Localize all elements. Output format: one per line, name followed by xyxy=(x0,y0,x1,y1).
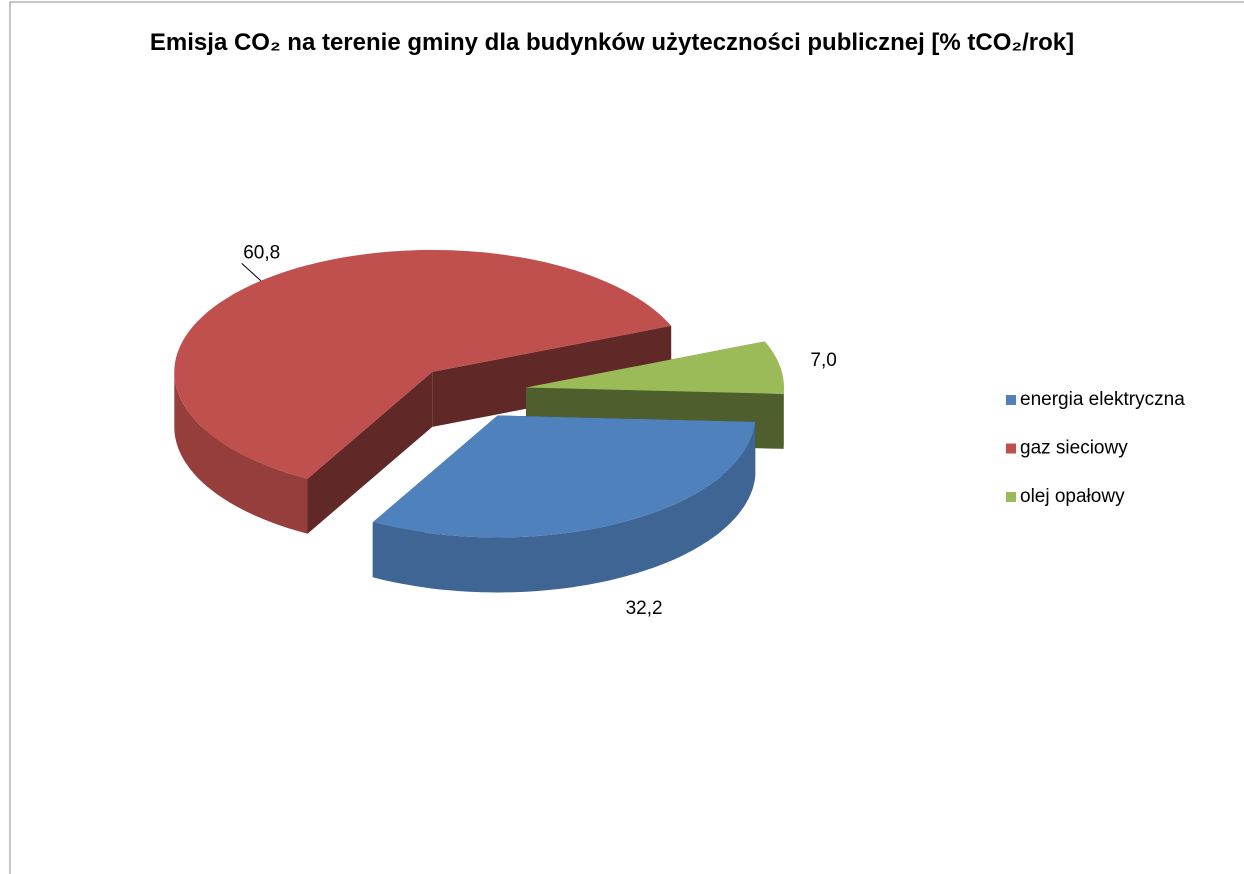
slice xyxy=(526,341,784,394)
chart-title: Emisja CO₂ na terenie gminy dla budynków… xyxy=(149,29,1075,56)
legend-swatch xyxy=(1006,443,1016,454)
slice xyxy=(174,249,672,479)
slice-side xyxy=(307,371,433,534)
chart-border xyxy=(9,1,1244,874)
slice xyxy=(372,415,756,538)
legend-label: olej opałowy xyxy=(1020,486,1125,507)
slice-side xyxy=(432,325,672,427)
leader-line xyxy=(241,263,262,282)
slice-wall xyxy=(174,371,308,534)
legend-swatch xyxy=(1006,492,1016,502)
data-label: 7,0 xyxy=(810,350,836,371)
data-label: 32,2 xyxy=(626,598,663,619)
slice-wall xyxy=(372,421,756,593)
legend-swatch xyxy=(1006,395,1016,405)
data-label: 60,8 xyxy=(243,242,280,263)
legend-label: gaz sieciowy xyxy=(1020,438,1128,459)
legend-label: energia elektryczna xyxy=(1020,389,1185,410)
